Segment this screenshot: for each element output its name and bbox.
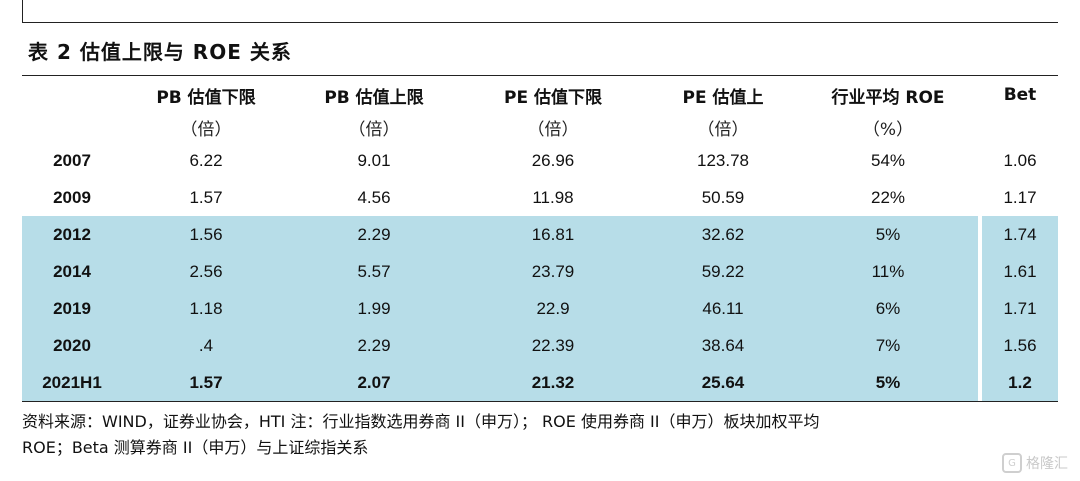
cell-year: 2007 (53, 150, 91, 170)
header-year-unit (22, 112, 122, 142)
cell-pe-low: 16.81 (458, 216, 648, 253)
cell-pb-low: 1.57 (122, 364, 290, 401)
cell-year: 2020 (22, 327, 122, 364)
cell-pe-low: 23.79 (458, 253, 648, 290)
cell-pb-low: .4 (122, 327, 290, 364)
watermark-logo-icon: G (1002, 453, 1022, 473)
cell-pe-low: 22.39 (458, 327, 648, 364)
cell-pb-high: 5.57 (290, 253, 458, 290)
cell-pe-high: 38.64 (648, 327, 798, 364)
cell-roe: 5% (798, 216, 978, 253)
cell-pb-high: 9.01 (357, 150, 391, 170)
table-row: 2020.4 2.29 22.39 38.64 7% 1.56 (22, 327, 1058, 364)
header-pe-low-unit: （倍） (527, 119, 579, 140)
cell-roe: 11% (798, 253, 978, 290)
cell-pe-low: 21.32 (458, 364, 648, 401)
cell-roe: 6% (798, 290, 978, 327)
cell-year: 2019 (22, 290, 122, 327)
cell-pe-high: 50.59 (701, 187, 745, 207)
source-note-line-2: ROE；Beta 测算券商 II（申万）与上证综指关系 (22, 438, 369, 457)
cell-pe-low: 26.96 (531, 150, 575, 170)
cell-beta: 1.56 (982, 327, 1058, 364)
header-pb-low-unit: （倍） (180, 119, 232, 140)
cell-year: 2009 (53, 187, 91, 207)
header-row-1: PB 估值下限 PB 估值上限 PE 估值下限 PE 估值上 行业平均 ROE … (22, 78, 1058, 112)
cell-year: 2012 (22, 216, 122, 253)
header-pb-low: PB 估值下限 (156, 87, 256, 108)
header-pb-high-unit: （倍） (348, 119, 400, 140)
cell-beta: 1.74 (982, 216, 1058, 253)
title-rule (22, 75, 1058, 76)
cell-pe-low: 11.98 (532, 187, 574, 207)
left-border (22, 0, 23, 22)
table-row: 2021H1 1.57 2.07 21.32 25.64 5% 1.2 (22, 364, 1058, 401)
cell-pb-high: 1.99 (290, 290, 458, 327)
cell-pb-low: 1.18 (122, 290, 290, 327)
top-rule (22, 22, 1058, 23)
source-note: 资料来源：WIND，证券业协会，HTI 注：行业指数选用券商 II（申万）； R… (22, 409, 1062, 461)
cell-pb-low: 1.56 (122, 216, 290, 253)
cell-beta: 1.17 (1003, 187, 1037, 207)
header-pb-high: PB 估值上限 (324, 87, 424, 108)
header-pe-low: PE 估值下限 (504, 87, 602, 108)
cell-pb-high: 2.29 (290, 216, 458, 253)
source-note-line-1: 资料来源：WIND，证券业协会，HTI 注：行业指数选用券商 II（申万）； R… (22, 412, 820, 431)
cell-pb-high: 2.07 (290, 364, 458, 401)
cell-pb-low: 1.57 (189, 187, 223, 207)
watermark-text: 格隆汇 (1026, 456, 1068, 472)
cell-beta: 1.61 (982, 253, 1058, 290)
table-row: 2009 1.57 4.56 11.98 50.59 22% 1.17 (22, 179, 1058, 216)
header-beta: Bet (1003, 85, 1037, 105)
cell-year: 2021H1 (22, 364, 122, 401)
header-row-2: （倍） （倍） （倍） （倍） （%） (22, 112, 1058, 142)
cell-roe: 7% (798, 327, 978, 364)
cell-pb-low: 2.56 (122, 253, 290, 290)
table-row: 2014 2.56 5.57 23.79 59.22 11% 1.61 (22, 253, 1058, 290)
cell-pe-high: 32.62 (648, 216, 798, 253)
cell-pe-low: 22.9 (458, 290, 648, 327)
cell-pb-high: 4.56 (357, 187, 391, 207)
table-row: 2019 1.18 1.99 22.9 46.11 6% 1.71 (22, 290, 1058, 327)
cell-roe: 22% (870, 187, 906, 207)
cell-beta: 1.2 (982, 364, 1058, 401)
header-beta-unit (982, 112, 1058, 142)
table-row: 2012 1.56 2.29 16.81 32.62 5% 1.74 (22, 216, 1058, 253)
header-pe-high-unit: （倍） (697, 119, 749, 140)
table-title: 表 2 估值上限与 ROE 关系 (28, 40, 292, 64)
valuation-table: PB 估值下限 PB 估值上限 PE 估值下限 PE 估值上 行业平均 ROE … (22, 78, 1058, 401)
cell-beta: 1.06 (1003, 150, 1037, 170)
table-row: 2007 6.22 9.01 26.96 123.78 54% 1.06 (22, 142, 1058, 179)
header-pe-high: PE 估值上 (682, 87, 764, 108)
bottom-rule (22, 401, 1058, 402)
cell-pe-high: 25.64 (648, 364, 798, 401)
watermark: G 格隆汇 (1002, 453, 1068, 473)
cell-roe: 54% (870, 150, 906, 170)
header-roe-unit: （%） (862, 119, 914, 140)
header-roe: 行业平均 ROE (831, 87, 945, 108)
cell-year: 2014 (22, 253, 122, 290)
header-year (22, 78, 122, 112)
cell-pb-low: 6.22 (189, 150, 223, 170)
cell-pb-high: 2.29 (290, 327, 458, 364)
cell-pe-high: 46.11 (648, 290, 798, 327)
cell-pe-high: 123.78 (697, 150, 749, 170)
cell-pe-high: 59.22 (648, 253, 798, 290)
cell-roe: 5% (798, 364, 978, 401)
cell-beta: 1.71 (982, 290, 1058, 327)
